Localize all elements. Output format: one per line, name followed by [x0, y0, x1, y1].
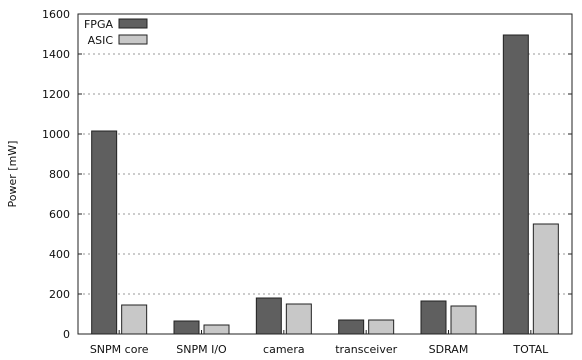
bars	[91, 34, 559, 335]
y-tick-label: 200	[49, 288, 70, 301]
y-tick-label: 1400	[42, 48, 70, 61]
bar-fpga-snpm-core	[91, 130, 118, 335]
y-tick-label: 800	[49, 168, 70, 181]
y-axis-title: Power [mW]	[6, 141, 19, 208]
bar-asic-snpm-core	[121, 304, 148, 335]
x-tick-label: SNPM I/O	[176, 343, 227, 356]
legend-swatch-asic	[118, 34, 148, 45]
x-axis-ticks: SNPM core SNPM I/O camera transceiver SDRAM T…	[90, 330, 549, 356]
y-tick-label: 0	[63, 328, 70, 341]
y-tick-label: 600	[49, 208, 70, 221]
legend-swatch-fpga	[118, 18, 148, 29]
bar-asic-sdram	[450, 305, 477, 335]
bar-fpga-transceiver	[338, 319, 365, 335]
bar-fpga-snpm-i-o	[173, 320, 200, 335]
y-tick-label: 1600	[42, 8, 70, 21]
bar-fpga-camera	[255, 297, 282, 335]
y-tick-label: 400	[49, 248, 70, 261]
legend-label: ASIC	[88, 34, 114, 47]
y-tick-label: 1000	[42, 128, 70, 141]
x-tick-label: camera	[263, 343, 305, 356]
bar-fpga-sdram	[420, 300, 447, 335]
bar-asic-snpm-i-o	[203, 324, 230, 335]
bar-asic-total	[532, 223, 559, 335]
y-tick-label: 1200	[42, 88, 70, 101]
x-tick-label: SDRAM	[429, 343, 469, 356]
grid-lines	[78, 53, 572, 295]
bar-fpga-total	[502, 34, 529, 335]
x-tick-label: TOTAL	[512, 343, 549, 356]
legend: FPGA ASIC	[84, 18, 148, 47]
y-axis-ticks: 0 200 400 600 800 1000 1200 1400 1600	[42, 8, 572, 341]
x-tick-label: SNPM core	[90, 343, 149, 356]
legend-label: FPGA	[84, 18, 113, 31]
bar-asic-transceiver	[368, 319, 395, 335]
x-tick-label: transceiver	[335, 343, 397, 356]
bar-asic-camera	[285, 303, 312, 335]
